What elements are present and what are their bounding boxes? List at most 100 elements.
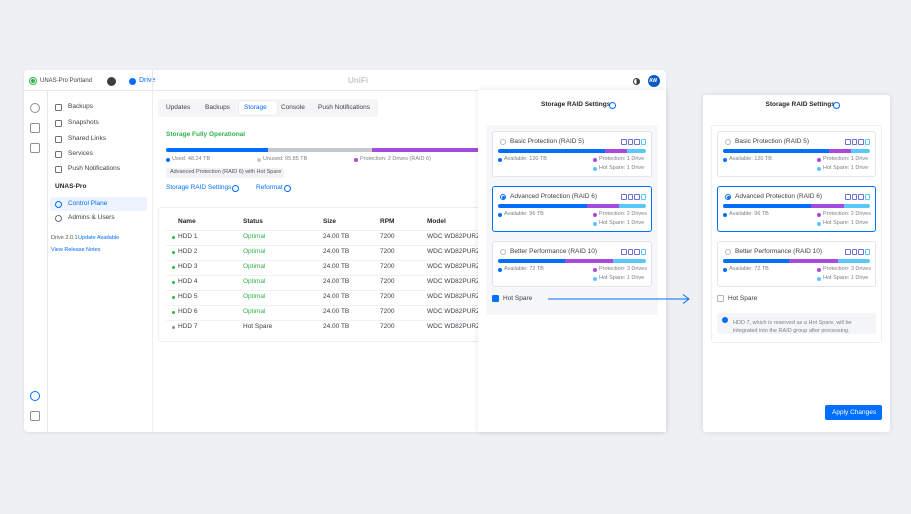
- legend-label: Used: 48.24 TB: [172, 156, 211, 162]
- storage-tag-bg: [166, 168, 284, 178]
- table-cell: WDC WD82PURZ: [427, 323, 481, 330]
- raid-option[interactable]: [717, 186, 876, 232]
- option-hot-spare: Hot Spare: 1 Drive: [599, 220, 645, 226]
- app-name[interactable]: Drive: [139, 77, 156, 84]
- raid-option[interactable]: [717, 241, 876, 287]
- legend-dot: [593, 222, 597, 226]
- rail-icon[interactable]: [30, 143, 40, 153]
- raid-settings-link[interactable]: Storage RAID Settings: [166, 184, 232, 191]
- legend-dot: [817, 277, 821, 281]
- table-cell: HDD 6: [178, 308, 198, 315]
- bar-unused: [268, 148, 372, 152]
- option-bar-spare: [626, 149, 646, 153]
- sidebar-active-bg: [50, 197, 147, 211]
- legend-dot: [817, 167, 821, 171]
- raid-option[interactable]: [717, 131, 876, 177]
- rail-icon[interactable]: [30, 123, 40, 133]
- sidebar-item[interactable]: Services: [68, 150, 93, 157]
- site-selector[interactable]: UNAS-Pro Portland: [40, 78, 93, 84]
- reformat-link[interactable]: Reformat: [256, 184, 283, 191]
- option-bar-available: [723, 204, 812, 208]
- option-available: Available: 120 TB: [504, 156, 547, 162]
- hot-spare-label: Hot Spare: [728, 295, 758, 302]
- option-protection: Protection: 1 Drive: [599, 156, 645, 162]
- radio: [500, 139, 506, 145]
- table-cell: 7200: [380, 233, 395, 240]
- release-notes-link[interactable]: View Release Notes: [51, 247, 101, 253]
- table-cell: HDD 4: [178, 278, 198, 285]
- rail-icon[interactable]: [30, 411, 40, 421]
- drive-icon: [634, 249, 640, 255]
- option-available: Available: 72 TB: [504, 266, 544, 272]
- status-dot: [171, 310, 175, 314]
- radio: [725, 249, 731, 255]
- drive-icon: [621, 194, 627, 200]
- drive-icon: [851, 249, 857, 255]
- drive-icon: [627, 249, 633, 255]
- panel-title: Storage RAID Settings: [765, 101, 835, 108]
- tab[interactable]: Backups: [205, 104, 230, 111]
- rail-icon[interactable]: [30, 103, 40, 113]
- avatar: [648, 75, 660, 87]
- status-dot: [171, 295, 175, 299]
- drive-icon: [864, 249, 870, 255]
- legend-dot: [593, 268, 597, 272]
- tab-active-bg: [239, 101, 277, 115]
- sidebar-item[interactable]: Push Notifications: [68, 165, 121, 172]
- apply-button[interactable]: [825, 405, 882, 420]
- status-dot: [171, 250, 175, 254]
- table-cell: WDC WD82PURZ: [427, 263, 481, 270]
- table-cell: WDC WD82PURZ: [427, 233, 481, 240]
- raid-option[interactable]: [492, 131, 652, 177]
- drive-icon: [858, 194, 864, 200]
- checkbox[interactable]: [717, 295, 724, 302]
- option-label: Basic Protection (RAID 5): [735, 138, 810, 145]
- update-link[interactable]: Update Available: [78, 235, 120, 241]
- sidebar-item[interactable]: Control Plane: [68, 200, 108, 207]
- raid-option[interactable]: [492, 241, 652, 287]
- tab[interactable]: Updates: [166, 104, 191, 111]
- option-protection: Protection: 2 Drives: [599, 211, 647, 217]
- sidebar-item[interactable]: Admins & Users: [68, 214, 115, 221]
- row-divider: [166, 259, 478, 261]
- option-bar-spare: [619, 204, 646, 208]
- drive-icon: [845, 249, 851, 255]
- tab[interactable]: Console: [281, 104, 305, 111]
- theme-toggle: [632, 77, 640, 85]
- drive-icon: [627, 139, 633, 145]
- checkbox[interactable]: [492, 295, 499, 302]
- drive-icon: [621, 139, 627, 145]
- table-cell: Optimal: [243, 263, 266, 270]
- table-header: Model: [427, 218, 446, 225]
- table-cell: HDD 5: [178, 293, 198, 300]
- drive-icon: [128, 77, 136, 85]
- sidebar-item[interactable]: Shared Links: [68, 135, 106, 142]
- option-bar-protection: [604, 149, 627, 153]
- table-cell: Hot Spare: [243, 323, 273, 330]
- option-hot-spare: Hot Spare: 1 Drive: [599, 165, 645, 171]
- rail-settings-icon: [30, 391, 40, 401]
- raid-option[interactable]: [492, 186, 652, 232]
- drive-icon: [864, 139, 870, 145]
- table-cell: HDD 1: [178, 233, 198, 240]
- option-hot-spare: Hot Spare: 1 Drive: [823, 275, 869, 281]
- table-cell: WDC WD82PURZ: [427, 308, 481, 315]
- table-cell: Optimal: [243, 293, 266, 300]
- arrow-head: [682, 294, 690, 304]
- table-cell: 24.00 TB: [323, 308, 350, 315]
- tab[interactable]: Storage: [244, 104, 267, 111]
- status-dot: [171, 325, 175, 329]
- sidebar-item[interactable]: Snapshots: [68, 119, 99, 126]
- drive-icon: [864, 194, 870, 200]
- legend-dot: [817, 213, 821, 217]
- legend-dot: [817, 158, 821, 162]
- sidebar-icon: [55, 214, 62, 222]
- option-bar-protection: [789, 259, 838, 263]
- sidebar-item[interactable]: Backups: [68, 103, 93, 110]
- table-cell: 7200: [380, 248, 395, 255]
- brand: UniFi: [348, 76, 368, 85]
- tab[interactable]: Push Notifications: [318, 104, 371, 111]
- table-cell: Optimal: [243, 308, 266, 315]
- option-label: Advanced Protection (RAID 6): [735, 193, 823, 200]
- rail-divider: [47, 90, 48, 432]
